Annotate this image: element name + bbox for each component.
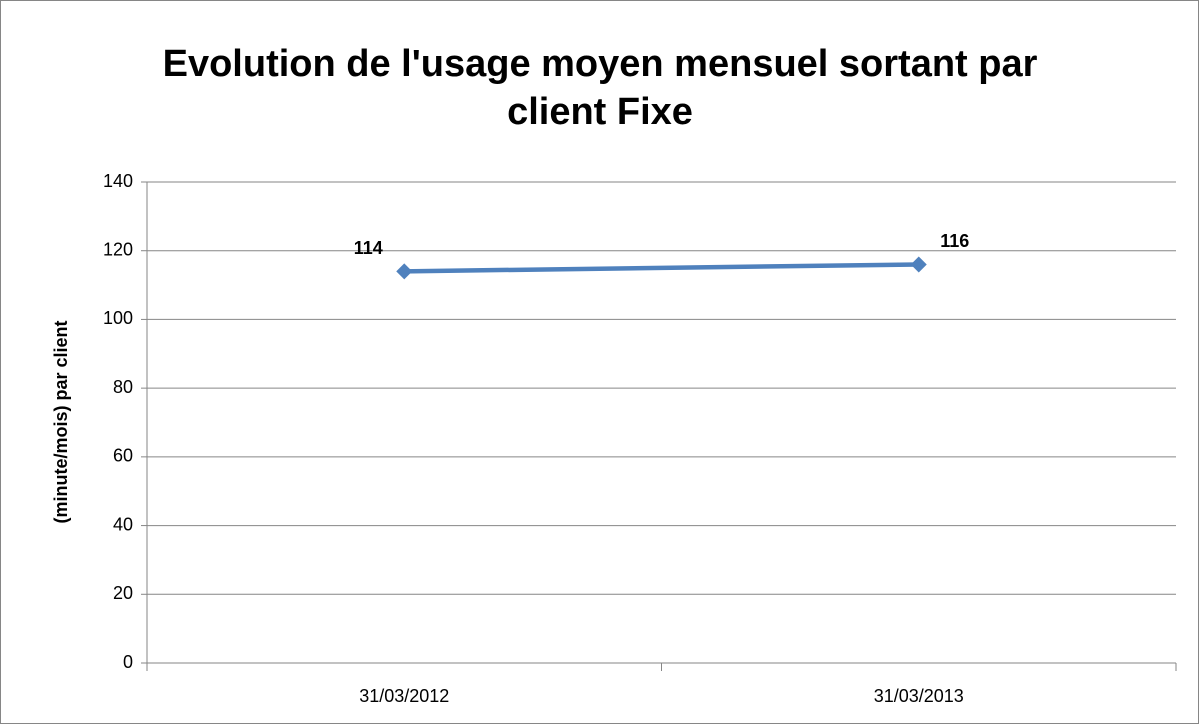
chart-title: Evolution de l'usage moyen mensuel sorta… [162, 43, 1038, 133]
data-label: 114 [354, 238, 383, 258]
data-label: 116 [940, 231, 969, 251]
x-tick-label: 31/03/2012 [359, 686, 449, 706]
y-tick-label: 120 [103, 239, 133, 259]
y-tick-label: 80 [113, 377, 133, 397]
marker [910, 256, 927, 273]
marker [396, 263, 413, 280]
y-axis-label: (minute/mois) par client [51, 320, 71, 523]
y-tick-label: 20 [113, 583, 133, 603]
x-tick-label: 31/03/2013 [874, 686, 964, 706]
y-tick-label: 40 [113, 514, 133, 534]
y-tick-label: 0 [123, 652, 133, 672]
line [404, 262, 919, 274]
y-tick-label: 140 [103, 171, 133, 191]
y-tick-label: 100 [103, 308, 133, 328]
y-tick-label: 60 [113, 446, 133, 466]
